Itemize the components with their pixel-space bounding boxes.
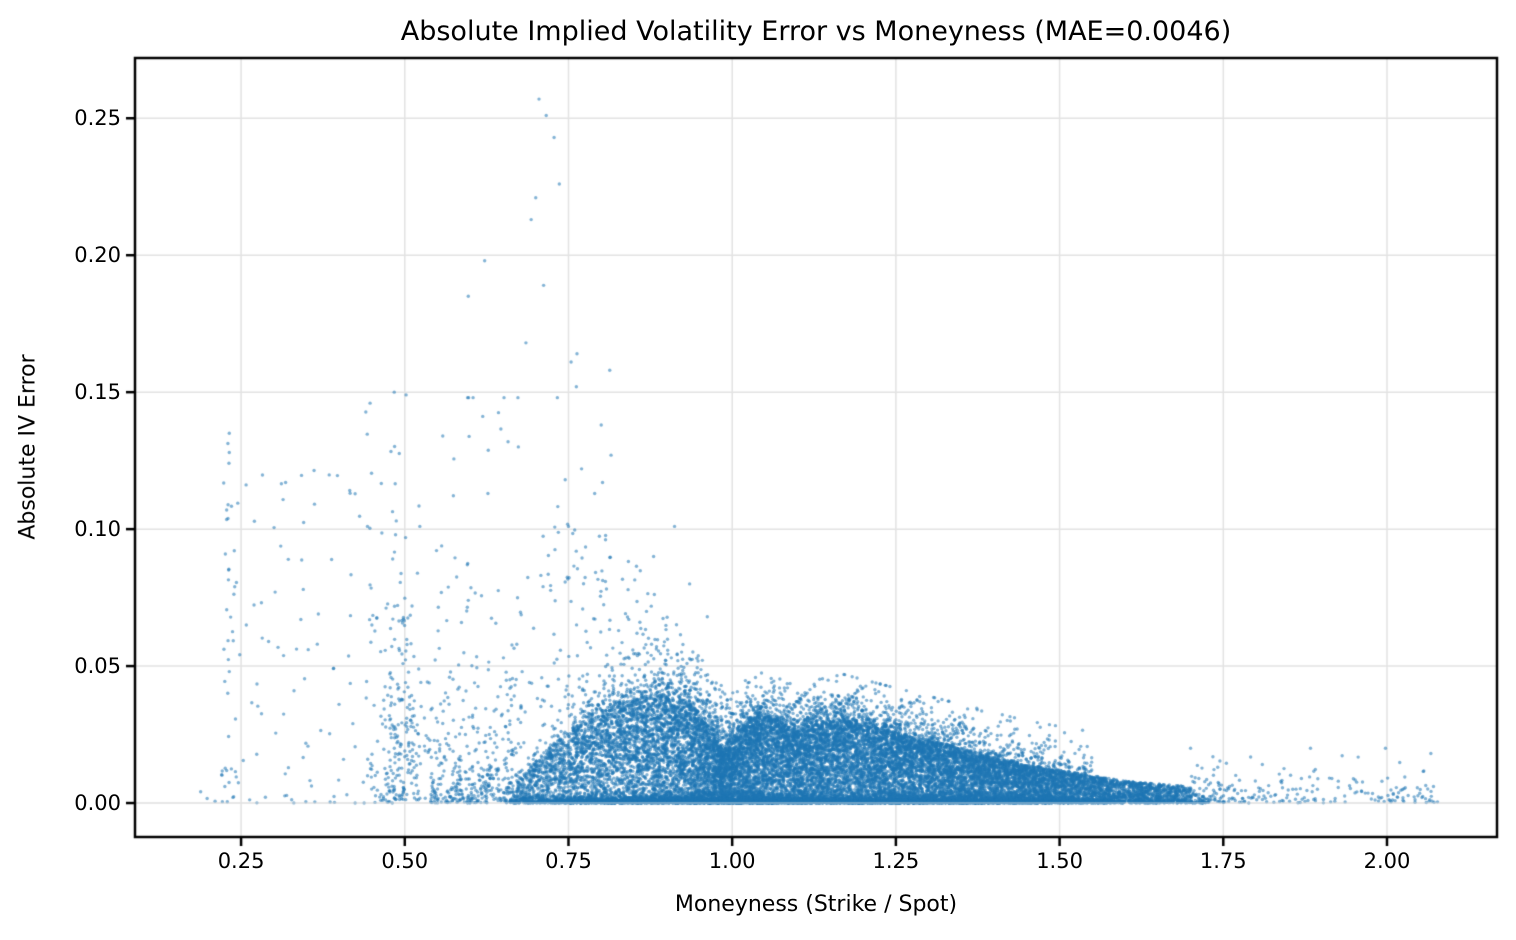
- y-tick-label: 0.05: [74, 654, 121, 679]
- x-tick-label: 0.50: [381, 849, 429, 873]
- x-tick-label: 2.00: [1363, 849, 1411, 873]
- x-tick-label: 1.75: [1199, 849, 1247, 873]
- chart-title: Absolute Implied Volatility Error vs Mon…: [400, 16, 1232, 47]
- y-tick-label: 0.00: [74, 791, 121, 816]
- x-tick-label: 1.25: [872, 849, 920, 873]
- y-tick-label: 0.25: [74, 106, 121, 131]
- x-axis-label: Moneyness (Strike / Spot): [674, 892, 958, 917]
- x-tick-label: 1.50: [1036, 849, 1083, 873]
- x-tick-label: 0.25: [217, 849, 265, 873]
- x-tick-label: 0.75: [545, 849, 592, 873]
- y-tick-label: 0.15: [74, 380, 121, 405]
- y-tick-label: 0.10: [74, 517, 121, 542]
- y-tick-label: 0.20: [74, 243, 121, 268]
- x-tick-label: 1.00: [708, 849, 756, 873]
